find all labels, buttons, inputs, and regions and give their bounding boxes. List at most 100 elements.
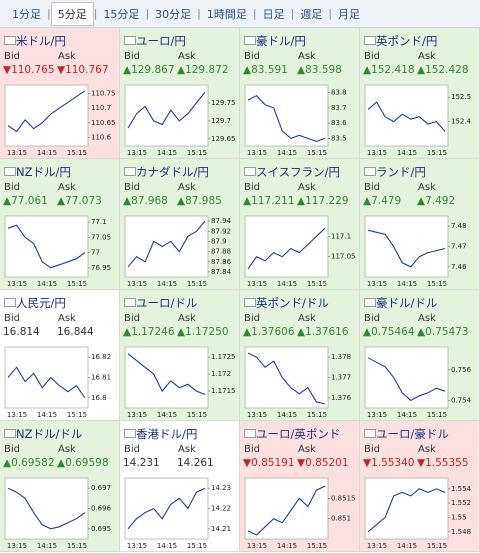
currency-tile[interactable]: ユーロ/円 Bid Ask ▲129.867 ▲129.872 129.75 129.7 12… [120, 28, 240, 159]
price-line [127, 91, 206, 129]
y-tick-label: 1.377 [331, 374, 351, 382]
pair-title[interactable]: カナダドル/円 [136, 165, 209, 179]
ask-label: Ask [178, 444, 196, 455]
tab[interactable]: 月足 [338, 7, 361, 21]
pair-title[interactable]: スイスフラン/円 [256, 165, 341, 179]
x-tick-label: 15:15 [67, 542, 87, 550]
pair-title[interactable]: NZドル/円 [16, 165, 71, 179]
currency-tile[interactable]: ユーロ/英ポンド Bid Ask ▼0.85191 ▼0.85201 0.8515 0.85… [240, 421, 360, 552]
tab[interactable]: 週足 [300, 7, 323, 21]
pair-title[interactable]: 英ポンド/円 [376, 34, 438, 48]
tab[interactable]: 5分足 [50, 1, 94, 26]
mini-chart: 117.1 117.05 13:15 14:15 15:15 [244, 215, 356, 288]
flag-icon [244, 167, 256, 176]
currency-tile[interactable]: 人民元/円 Bid Ask 16.814 16.844 16.82 16.81 16.8 13:… [0, 290, 120, 421]
tab[interactable]: 15分足 [103, 7, 140, 21]
separator: | [93, 7, 98, 20]
ask-value: ▲0.75473 [417, 326, 469, 338]
mini-chart: 0.697 0.696 0.695 13:15 14:15 15:15 [4, 477, 112, 550]
currency-tile[interactable]: NZドル/ドル Bid Ask ▲0.69582 ▲0.69598 0.697 0.696 0… [0, 421, 120, 552]
y-tick-label: 14.23 [211, 484, 231, 492]
price-line [367, 101, 446, 132]
price-line [367, 229, 446, 268]
x-tick-label: 14:15 [397, 411, 417, 419]
pair-title[interactable]: 米ドル/円 [16, 34, 66, 48]
bid-value: ▼0.85191 [243, 457, 295, 469]
currency-tile[interactable]: スイスフラン/円 Bid Ask ▲117.211 ▲117.229 117.1 117.0… [240, 159, 360, 290]
currency-tile[interactable]: ランド/円 Bid Ask ▲7.479 ▲7.492 7.48 7.47 7.46 13:15… [360, 159, 480, 290]
currency-tile[interactable]: ユーロ/豪ドル Bid Ask ▼1.55340 ▼1.55355 1.554 1.552 1… [360, 421, 480, 552]
currency-tile[interactable]: 香港ドル/円 Bid Ask 14.231 14.261 14.23 14.22 14.21 1… [120, 421, 240, 552]
x-tick-label: 15:15 [307, 280, 327, 288]
tab[interactable]: 1分足 [12, 7, 41, 21]
price-line [127, 487, 206, 530]
currency-tile[interactable]: 英ポンド/円 Bid Ask ▲152.418 ▲152.428 152.5 152.4 13… [360, 28, 480, 159]
flag-icon [244, 298, 256, 307]
x-tick-label: 14:15 [37, 542, 57, 550]
y-tick-label: 1.552 [451, 499, 471, 507]
ask-value: ▲129.872 [177, 64, 229, 76]
pair-title[interactable]: ランド/円 [376, 165, 426, 179]
y-tick-label: 14.21 [211, 525, 231, 533]
y-tick-label: 0.851 [331, 515, 351, 523]
y-tick-label: 110.65 [91, 119, 116, 127]
mini-chart: 14.23 14.22 14.21 13:15 14:15 15:15 [124, 477, 231, 550]
x-tick-label: 14:15 [277, 411, 297, 419]
plot-area [244, 215, 329, 278]
pair-title[interactable]: ユーロ/豪ドル [376, 427, 449, 441]
mini-chart: 1.378 1.377 1.376 13:15 14:15 15:15 [244, 346, 352, 419]
bid-label: Bid [244, 313, 260, 324]
currency-tile[interactable]: カナダドル/円 Bid Ask ▲87.968 ▲87.985 87.94 87.92 87.… [120, 159, 240, 290]
mini-chart: 110.75 110.7 110.65 110.6 13:15 14:15 15:15 [4, 84, 116, 157]
price-line [127, 220, 206, 268]
currency-tile[interactable]: NZドル/円 Bid Ask ▲77.061 ▲77.073 77.1 77.05 77 76.… [0, 159, 120, 290]
plot-area [124, 477, 209, 540]
flag-icon [364, 36, 376, 45]
y-tick-label: 14.22 [211, 505, 231, 513]
x-tick-label: 13:15 [247, 280, 267, 288]
plot-area [244, 477, 329, 540]
currency-tile[interactable]: 豪ドル/ドル Bid Ask ▲0.75464 ▲0.75473 0.756 0.754 13… [360, 290, 480, 421]
separator: | [290, 7, 295, 20]
pair-title[interactable]: 豪ドル/ドル [376, 296, 438, 310]
x-tick-label: 15:15 [307, 542, 327, 550]
tab[interactable]: 30分足 [155, 7, 192, 21]
ask-label: Ask [58, 444, 76, 455]
price-line [247, 485, 326, 536]
y-tick-label: 77 [91, 249, 100, 257]
ask-label: Ask [418, 182, 436, 193]
x-tick-label: 15:15 [67, 149, 87, 157]
y-tick-label: 129.7 [211, 117, 231, 125]
pair-title[interactable]: ユーロ/英ポンド [256, 427, 341, 441]
mini-chart: 1.554 1.552 1.55 1.548 13:15 14:15 15:15 [364, 477, 472, 550]
x-tick-label: 14:15 [397, 542, 417, 550]
y-tick-label: 7.48 [451, 222, 467, 230]
tab[interactable]: 1時間足 [206, 7, 247, 21]
pair-title[interactable]: ユーロ/円 [136, 34, 186, 48]
bid-value: ▲0.69582 [3, 457, 55, 469]
currency-tile[interactable]: 英ポンド/ドル Bid Ask ▲1.37606 ▲1.37616 1.378 1.377 1… [240, 290, 360, 421]
mini-chart: 0.8515 0.851 13:15 14:15 15:15 [244, 477, 356, 550]
x-tick-label: 14:15 [157, 542, 177, 550]
x-tick-label: 13:15 [127, 149, 147, 157]
currency-tile[interactable]: 豪ドル/円 Bid Ask ▲83.591 ▲83.598 83.8 83.7 83.6 83.… [240, 28, 360, 159]
bid-label: Bid [244, 444, 260, 455]
tab[interactable]: 日足 [262, 7, 285, 21]
currency-tile[interactable]: 米ドル/円 Bid Ask ▼110.765 ▼110.767 110.75 110.7 11… [0, 28, 120, 159]
pair-title[interactable]: 英ポンド/ドル [256, 296, 329, 310]
y-tick-label: 87.88 [211, 248, 231, 256]
mini-chart: 152.5 152.4 13:15 14:15 15:15 [364, 84, 472, 157]
pair-title[interactable]: ユーロ/ドル [136, 296, 198, 310]
pair-title[interactable]: NZドル/ドル [16, 427, 83, 441]
pair-title[interactable]: 豪ドル/円 [256, 34, 306, 48]
ask-label: Ask [418, 444, 436, 455]
flag-icon [364, 298, 376, 307]
ask-label: Ask [178, 51, 196, 62]
pair-title[interactable]: 香港ドル/円 [136, 427, 198, 441]
plot-area [364, 346, 449, 409]
flag-icon [4, 298, 16, 307]
pair-title[interactable]: 人民元/円 [16, 296, 66, 310]
currency-tile[interactable]: ユーロ/ドル Bid Ask ▲1.17246 ▲1.17250 1.1725 1.172 1… [120, 290, 240, 421]
flag-icon [364, 167, 376, 176]
